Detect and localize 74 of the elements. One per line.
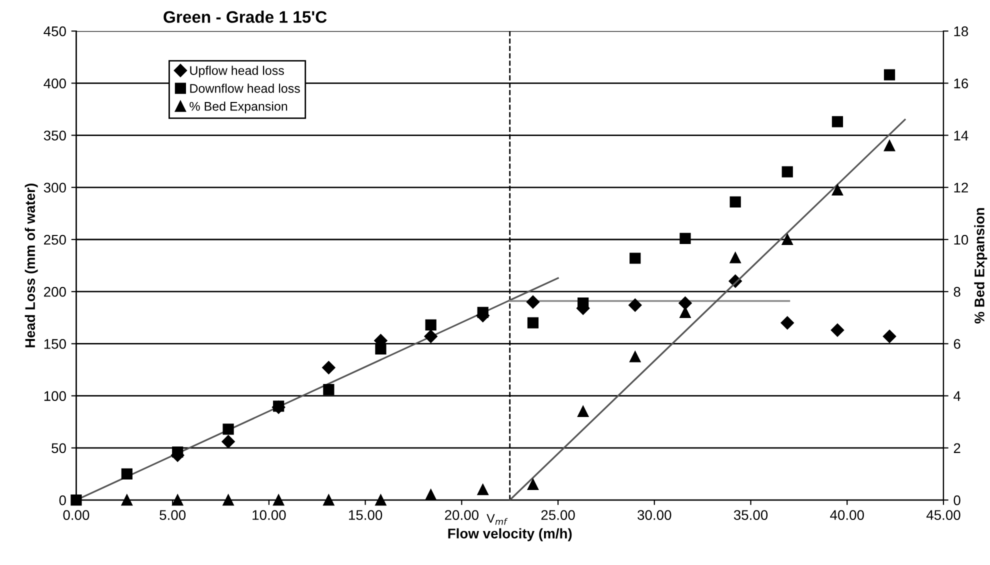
- point: [782, 234, 793, 246]
- y-axis-title: Head Loss (mm of water): [24, 184, 38, 348]
- y2-tick-label: 10: [954, 234, 968, 245]
- y-tick-label: 50: [52, 443, 66, 454]
- point: [222, 424, 234, 435]
- point: [121, 468, 132, 480]
- point: [527, 317, 539, 328]
- point: [424, 330, 438, 343]
- point: [832, 116, 844, 128]
- y2-axis-title: % Bed Expansion: [974, 208, 988, 324]
- point: [222, 435, 235, 448]
- point: [375, 494, 386, 506]
- point: [730, 196, 741, 208]
- x-tick-label: 10.00: [252, 510, 286, 520]
- point: [527, 478, 539, 490]
- point: [273, 494, 284, 506]
- point: [425, 319, 436, 331]
- point: [323, 384, 334, 396]
- point: [70, 494, 82, 506]
- point: [730, 252, 741, 264]
- y-tick-label: 0: [59, 495, 66, 506]
- legend-label: % Bed Expansion: [190, 102, 288, 114]
- y2-tick-label: 18: [954, 26, 968, 36]
- y2-tick-label: 2: [954, 443, 960, 453]
- ref-line-label: V$_{mf}$: [486, 514, 508, 525]
- point: [222, 494, 234, 506]
- y2-tick-label: 0: [954, 495, 960, 506]
- y-tick-label: 100: [44, 391, 66, 401]
- y2-tick-label: 4: [954, 391, 961, 401]
- point: [121, 494, 132, 506]
- y-tick-label: 250: [44, 234, 66, 245]
- y2-tick-label: 6: [954, 339, 960, 349]
- point: [322, 361, 336, 374]
- point: [780, 316, 794, 330]
- point: [884, 140, 896, 152]
- point: [882, 330, 896, 343]
- point: [630, 252, 641, 264]
- y-tick-label: 150: [44, 339, 66, 349]
- y-tick-label: 400: [44, 78, 66, 88]
- point: [628, 298, 642, 312]
- point: [782, 166, 793, 178]
- x-tick-label: 20.00: [444, 510, 479, 520]
- x-tick-label: 25.00: [541, 510, 575, 520]
- x-axis-title: Flow velocity (m/h): [448, 528, 572, 542]
- legend-label: Downflow head loss: [190, 84, 300, 93]
- point: [172, 494, 184, 506]
- x-tick-label: 45.00: [926, 510, 960, 520]
- x-tick-label: 0.00: [63, 510, 90, 520]
- point: [323, 494, 334, 506]
- point: [578, 406, 589, 417]
- x-tick-label: 35.00: [734, 510, 768, 520]
- y-tick-label: 300: [44, 182, 66, 193]
- y2-tick-label: 16: [954, 78, 968, 88]
- point: [678, 296, 692, 310]
- x-tick-label: 30.00: [638, 510, 672, 520]
- point: [425, 489, 436, 500]
- y-tick-label: 450: [44, 26, 66, 36]
- y-tick-label: 200: [44, 286, 66, 297]
- point: [630, 351, 641, 362]
- y2-tick-label: 8: [954, 286, 960, 297]
- y2-tick-label: 14: [954, 130, 968, 140]
- x-tick-label: 5.00: [160, 510, 186, 520]
- x-tick-label: 15.00: [348, 510, 382, 520]
- legend-label: Upflow head loss: [190, 66, 284, 78]
- y2-tick-label: 12: [954, 182, 968, 192]
- chart-title: Green - Grade 1 15'C: [164, 10, 327, 23]
- point: [477, 484, 488, 496]
- point: [830, 324, 844, 337]
- x-tick-label: 40.00: [830, 510, 864, 520]
- point: [680, 232, 691, 244]
- point: [884, 69, 896, 80]
- point: [832, 184, 844, 196]
- y-tick-label: 350: [44, 130, 66, 140]
- point: [526, 295, 540, 309]
